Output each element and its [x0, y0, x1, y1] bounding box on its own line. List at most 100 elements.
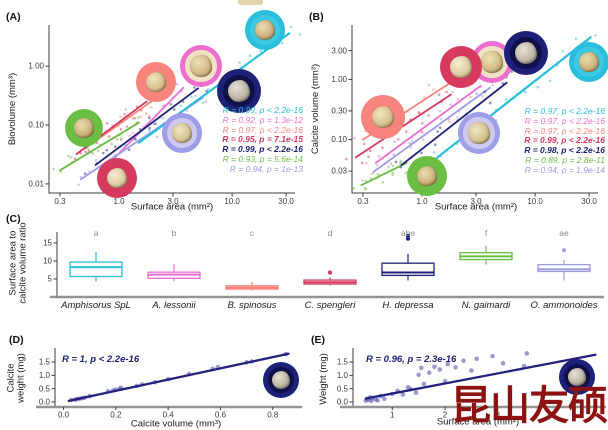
depressa-foram-photo-icon: [504, 31, 548, 75]
panel-a-yaxis-label: Biovolume (mm³): [6, 72, 18, 146]
depressa-foram-photo-icon: [263, 362, 299, 398]
stat-line-a_lessonii: R = 0.97, p < 2.2e-16: [524, 115, 605, 126]
amphisorus-foram-photo-icon: [569, 42, 608, 82]
series-a_lessonii: [365, 82, 495, 165]
foram-shell: [371, 105, 395, 129]
foram-photo: [250, 15, 280, 45]
panel-b-xaxis-label: Surface area (mm²): [434, 201, 518, 213]
svg-text:0.10: 0.10: [28, 121, 44, 130]
species-name-label: A. lessonii: [151, 300, 196, 311]
foram-shell: [227, 79, 251, 103]
species-name-label: O. ammonoides: [530, 300, 597, 311]
foram-photo: [185, 50, 217, 82]
foram-photo: [69, 113, 99, 143]
svg-text:0.6: 0.6: [215, 411, 227, 420]
stat-line-h_depressa: R = 0.99, p < 2.2e-16: [222, 144, 303, 155]
panel-d-correlation-stat: R = 1, p < 2.2e-16: [62, 354, 140, 365]
depressa-foram-photo-icon: [559, 359, 595, 395]
foram-photo: [141, 67, 171, 97]
foram-shell: [481, 51, 503, 73]
panel-e-xaxis-label: Surface area (mm²): [436, 416, 520, 428]
svg-text:0.03: 0.03: [331, 167, 347, 176]
svg-text:1.0: 1.0: [337, 371, 349, 380]
series-h_depressa: [67, 351, 290, 403]
boxplot-h_depressa: [381, 233, 435, 281]
stat-line-b_spinosus: R = 0.97, p < 2.2e-16: [524, 125, 605, 136]
panel-b-yaxis-label: Calcite volume (mm³): [309, 63, 321, 155]
panel-d-yaxis-label: Calcite weight (mg): [5, 353, 27, 403]
foram-shell: [416, 165, 438, 187]
significance-letter: f: [485, 228, 488, 238]
species-name-label: C. spengleri: [305, 300, 357, 311]
foram-photo: [463, 117, 495, 149]
boxplot-amphisorus: [69, 252, 123, 282]
svg-text:30.0: 30.0: [278, 197, 294, 206]
significance-letter: abe: [401, 228, 415, 238]
panel-a-tag: (A): [6, 11, 21, 23]
series-n_gaimardi: [52, 116, 140, 173]
svg-text:10.0: 10.0: [224, 197, 240, 206]
gaimardi-foram-photo-icon: [407, 156, 447, 196]
stat-line-n_gaimardi: R = 0.89, p = 2.8e-11: [525, 154, 605, 165]
stat-line-c_spengleri: R = 0.95, p = 7.1e-15: [222, 134, 303, 145]
significance-letter: d: [328, 228, 333, 238]
ammonoides-foram-photo-icon: [458, 112, 500, 154]
species-name-label: H. depressa: [382, 300, 433, 311]
foram-shell: [567, 367, 587, 387]
foram-photo: [222, 74, 256, 108]
svg-text:0.5: 0.5: [39, 384, 51, 393]
stat-line-n_gaimardi: R = 0.93, p = 5.6e-14: [222, 153, 303, 164]
svg-text:5: 5: [48, 275, 53, 284]
svg-text:0.5: 0.5: [337, 384, 349, 393]
stat-line-a_lessonii: R = 0.92, p = 1.3e-12: [222, 114, 303, 125]
series-n_gaimardi: [352, 160, 416, 191]
gaimardi-foram-photo-icon: [65, 109, 103, 147]
svg-text:3.0: 3.0: [470, 197, 482, 206]
boxplot-o_ammonoides: [537, 248, 591, 281]
foram-shell: [74, 118, 94, 138]
cropped-photo-fragment: [238, 0, 263, 5]
spengleri-foram-photo-icon: [440, 46, 482, 88]
series-h_depressa: [363, 351, 597, 404]
boxplot-b_spinosus: [225, 282, 279, 291]
panel-d-plot: 0.0 0.2 0.4 0.6 0.8 0.0 0.5 1.0 1.5: [36, 348, 302, 420]
panel-e-yaxis-label: Weight (mg): [317, 353, 329, 405]
svg-text:0.3: 0.3: [54, 197, 66, 206]
stat-line-amphisorus: R = 0.97, p < 2.2e-16: [524, 106, 605, 116]
foram-shell: [145, 71, 167, 93]
svg-text:3: 3: [496, 411, 501, 420]
panel-e-plot: 1 2 3 0.0 0.5 1.0 1.5: [337, 348, 606, 420]
boxplot-c_spengleri: [303, 270, 357, 286]
panel-d-xaxis-label: Calcite volume (mm³): [130, 418, 222, 430]
svg-text:0.10: 0.10: [331, 135, 347, 144]
significance-letter: ae: [559, 228, 569, 238]
amphisorus-foram-photo-icon: [245, 10, 285, 50]
species-name-label: Amphisorus SpL: [60, 300, 131, 311]
foram-photo: [366, 100, 400, 134]
svg-text:1.0: 1.0: [114, 197, 126, 206]
foram-photo: [574, 47, 604, 77]
foram-shell: [271, 370, 291, 390]
foram-photo: [412, 161, 442, 191]
spengleri-foram-photo-icon: [97, 158, 137, 198]
stat-line-c_spengleri: R = 0.99, p < 2.2e-16: [524, 135, 605, 146]
panel-a-xaxis-label: Surface area (mm²): [130, 201, 214, 213]
foram-photo: [445, 51, 477, 83]
boxplot-n_gaimardi: [459, 245, 513, 265]
panel-c-tag: (C): [6, 213, 21, 225]
lessonii-foram-photo-icon: [180, 45, 222, 87]
foram-photo: [509, 36, 543, 70]
stat-line-b_spinosus: R = 0.97, p < 2.2e-16: [222, 124, 303, 135]
panel-c-plot: 5 10 15 a Amphisorus SpL b A. lessonii c B. spin…: [43, 228, 604, 311]
panel-c-yaxis-label: Surface area to calcite volume ratio: [7, 222, 29, 304]
foram-shell: [171, 122, 193, 144]
watermark-text: 昆山友硕: [451, 383, 608, 429]
foram-shell: [254, 19, 276, 41]
svg-text:10.0: 10.0: [527, 197, 543, 206]
svg-text:1.5: 1.5: [337, 358, 349, 367]
significance-letter: a: [94, 228, 99, 238]
panel-a-plot: 0.3 1.0 3.0 10.0 30.0 0.01 0.10 1.00: [28, 25, 302, 206]
svg-text:1.0: 1.0: [39, 371, 51, 380]
